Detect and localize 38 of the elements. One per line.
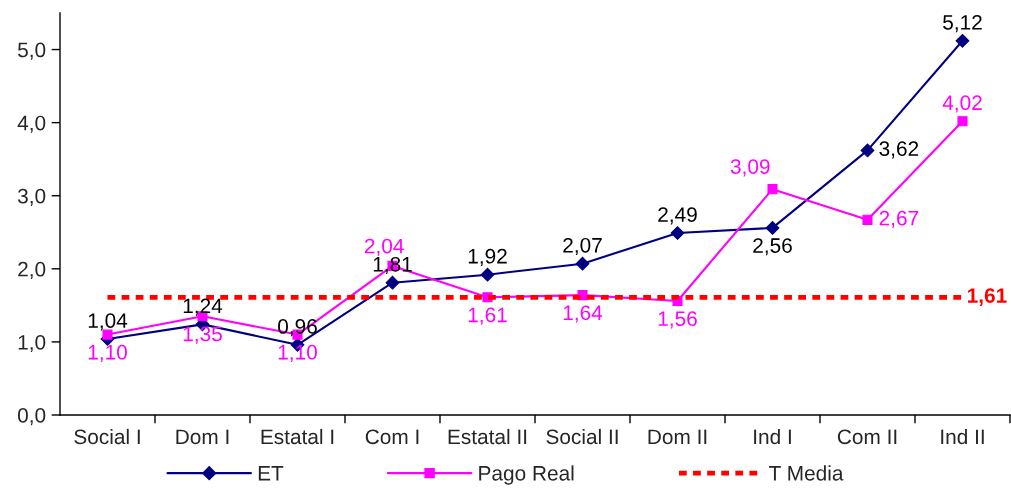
- y-tick-label: 3,0: [17, 188, 46, 206]
- y-tick-label: 0,0: [17, 408, 46, 426]
- data-label: 4,02: [942, 95, 982, 113]
- legend-label: ET: [258, 466, 284, 481]
- x-tick-label: Ind I: [754, 428, 791, 445]
- x-tick-label: Dom II: [648, 429, 707, 445]
- data-label: 1,64: [563, 305, 603, 323]
- data-label: 2,04: [364, 238, 404, 256]
- data-label: 1,61: [967, 288, 1007, 306]
- y-tick-label: 1,0: [18, 334, 46, 353]
- data-label: 1,10: [88, 344, 127, 363]
- x-tick-label: Ind II: [941, 428, 984, 445]
- x-tick-label: Com II: [837, 429, 897, 445]
- data-label: 1,24: [183, 298, 223, 316]
- data-label: 1,04: [88, 313, 128, 331]
- x-tick-label: Social I: [74, 428, 140, 445]
- x-tick-label: Estatal I: [261, 428, 334, 445]
- x-tick-label: Com I: [365, 429, 419, 445]
- legend-label: T Media: [769, 465, 844, 481]
- y-tick-label: 4,0: [17, 115, 46, 133]
- x-tick-label: Social II: [546, 428, 618, 445]
- y-tick-label: 5,0: [17, 42, 46, 60]
- data-label: 1,92: [468, 248, 507, 267]
- y-tick-label: 2,0: [18, 261, 46, 280]
- data-label: 1,56: [658, 311, 697, 329]
- data-label: 5,12: [943, 14, 982, 33]
- data-label: 2,49: [658, 207, 697, 225]
- data-label: 1,10: [278, 344, 317, 363]
- data-label: 2,07: [563, 237, 602, 256]
- data-label: 3,09: [730, 159, 770, 177]
- legend-label: Pago Real: [479, 465, 574, 485]
- x-tick-label: Dom I: [176, 429, 229, 445]
- data-label: 1,35: [183, 326, 222, 344]
- x-tick-label: Estatal II: [448, 428, 527, 445]
- data-label: 2,56: [753, 238, 792, 256]
- data-label: 3,62: [879, 141, 919, 159]
- data-label: 1,61: [468, 307, 507, 325]
- data-label: 2,67: [879, 210, 919, 228]
